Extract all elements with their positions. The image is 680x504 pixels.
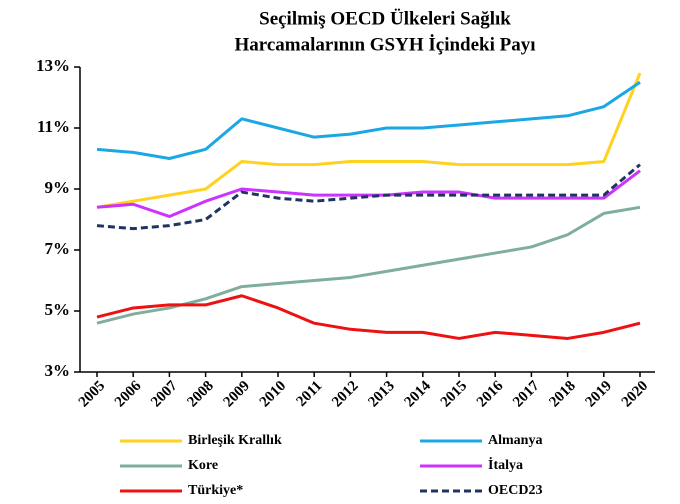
- series-line: [96, 72, 642, 209]
- legend-label: Türkiye*: [188, 483, 243, 498]
- x-tick-label: 2005: [76, 378, 109, 411]
- x-tick-label: 2014: [402, 378, 435, 411]
- x-tick-label: 2016: [474, 378, 507, 411]
- y-tick-label: 7%: [45, 239, 71, 258]
- legend-label: İtalya: [488, 456, 523, 473]
- y-tick-label: 3%: [45, 361, 71, 380]
- series-line: [96, 205, 641, 325]
- legend-label: OECD23: [488, 483, 542, 498]
- x-tick-label: 2008: [184, 378, 217, 411]
- x-tick-label: 2020: [619, 378, 652, 411]
- series-line: [96, 81, 641, 160]
- series-line: [96, 163, 641, 231]
- x-tick-label: 2006: [112, 378, 145, 411]
- y-tick-label: 13%: [36, 56, 70, 75]
- legend-label: Almanya: [488, 433, 542, 448]
- y-tick-label: 11%: [37, 117, 70, 136]
- x-tick-label: 2018: [546, 378, 579, 411]
- x-tick-label: 2015: [438, 378, 471, 411]
- x-tick-label: 2011: [294, 378, 326, 410]
- chart-title: Harcamalarının GSYH İçindeki Payı: [234, 34, 535, 55]
- x-tick-label: 2010: [257, 378, 290, 411]
- x-tick-label: 2017: [510, 378, 543, 411]
- x-tick-label: 2019: [583, 378, 616, 411]
- legend-label: Kore: [188, 458, 218, 473]
- chart-title: Seçilmiş OECD Ülkeleri Sağlık: [259, 8, 511, 29]
- x-tick-label: 2009: [221, 378, 254, 411]
- legend-label: Birleşik Krallık: [188, 433, 282, 448]
- y-tick-label: 9%: [45, 178, 71, 197]
- x-tick-label: 2012: [329, 378, 362, 411]
- x-tick-label: 2007: [148, 378, 181, 411]
- x-tick-label: 2013: [365, 378, 398, 411]
- series-line: [96, 169, 641, 218]
- y-tick-label: 5%: [45, 300, 71, 319]
- series-line: [96, 294, 641, 340]
